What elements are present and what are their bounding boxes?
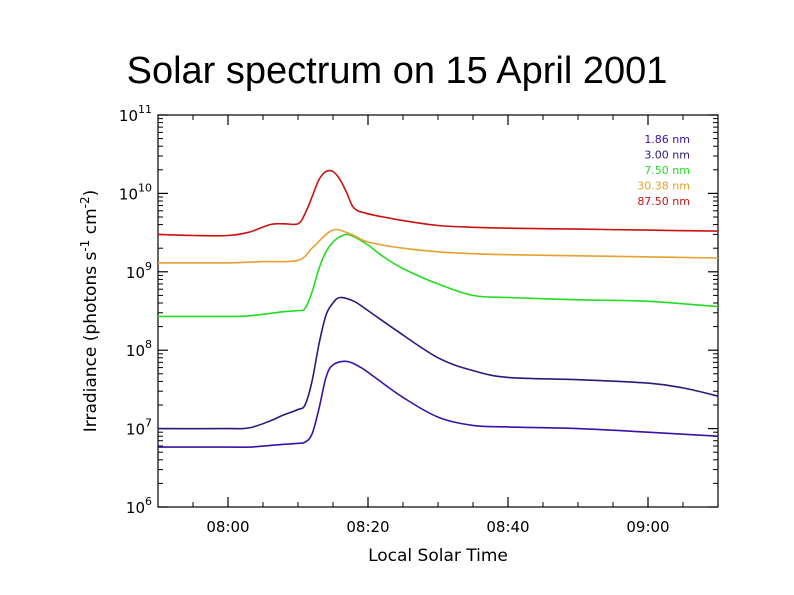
y-tick-label: 1010 <box>119 181 152 203</box>
y-tick-label: 109 <box>126 260 152 282</box>
y-tick-label: 1011 <box>119 103 152 125</box>
series-line-7-50-nm <box>157 233 719 318</box>
x-axis-ticks: 08:00 08:20 08:40 09:00 <box>206 115 670 536</box>
series-line-1-86-nm <box>158 360 719 449</box>
y-tick-label: 106 <box>126 495 152 517</box>
series-line-30-38-nm <box>157 228 719 264</box>
x-tick-label: 08:00 <box>206 518 249 536</box>
y-tick-label: 107 <box>126 417 152 439</box>
legend: 1.86 nm 3.00 nm 7.50 nm 30.38 nm 87.50 nm <box>637 133 690 208</box>
page-title: Solar spectrum on 15 April 2001 <box>126 50 668 92</box>
y-tick-label: 108 <box>126 338 152 360</box>
x-tick-label: 09:00 <box>626 518 669 536</box>
legend-entry: 30.38 nm <box>637 180 690 193</box>
y-axis-label: Irradiance (photons s-1 cm-2) <box>78 190 101 432</box>
y-axis-ticks: 106 107 108 109 1010 1011 <box>119 103 718 517</box>
series-line-3-00-nm <box>157 296 719 430</box>
series-line-87-50-nm <box>157 169 719 237</box>
plot-frame <box>157 114 719 508</box>
x-tick-label: 08:20 <box>346 518 389 536</box>
minor-ticks <box>157 115 719 507</box>
x-axis-label: Local Solar Time <box>368 546 508 566</box>
legend-entry: 1.86 nm <box>644 133 690 146</box>
series-lines <box>157 169 719 449</box>
legend-entry: 7.50 nm <box>644 164 690 177</box>
x-tick-label: 08:40 <box>486 518 529 536</box>
legend-entry: 87.50 nm <box>637 195 690 208</box>
legend-entry: 3.00 nm <box>644 149 690 162</box>
